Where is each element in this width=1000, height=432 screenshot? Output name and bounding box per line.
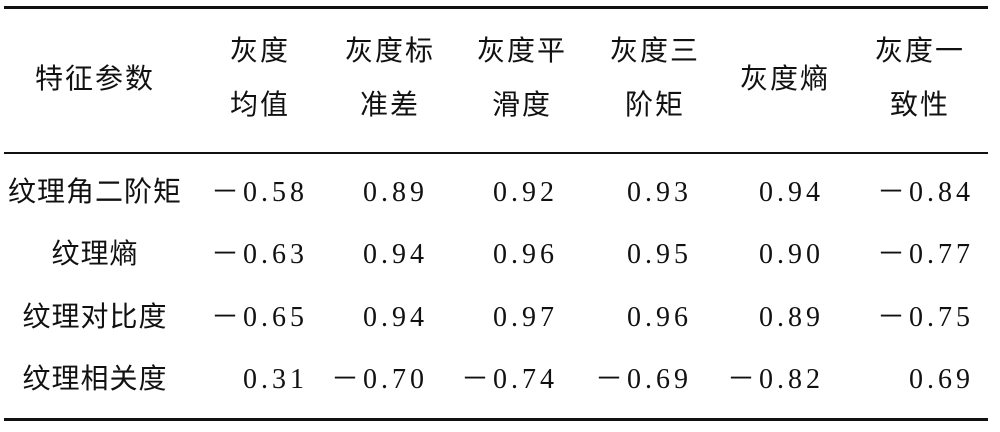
value-cell: 0.94: [363, 302, 428, 333]
header-cell: 灰度三: [609, 36, 700, 67]
header-cell: 灰度熵: [739, 64, 830, 95]
value-cell: 0.92: [493, 177, 558, 208]
header-cell: 特征参数: [34, 64, 155, 95]
row-label: 纹理相关度: [22, 364, 168, 395]
value-cell: 0.95: [627, 239, 692, 270]
value-cell: －0.74: [460, 364, 558, 395]
header-cell: 灰度标: [344, 36, 435, 67]
value-cell: 0.96: [627, 302, 692, 333]
value-cell: 0.69: [909, 364, 974, 395]
value-cell: 0.96: [493, 239, 558, 270]
value-cell: －0.77: [876, 239, 974, 270]
bottom-rule: [4, 418, 988, 421]
value-cell: －0.75: [876, 302, 974, 333]
value-cell: －0.65: [210, 302, 308, 333]
value-cell: －0.70: [330, 364, 428, 395]
row-label: 纹理对比度: [22, 302, 168, 333]
value-cell: －0.84: [876, 177, 974, 208]
value-cell: 0.31: [243, 364, 308, 395]
value-cell: 0.93: [627, 177, 692, 208]
value-cell: 0.94: [363, 239, 428, 270]
top-rule: [4, 6, 988, 9]
value-cell: －0.58: [210, 177, 308, 208]
value-cell: －0.69: [594, 364, 692, 395]
header-cell: 灰度平: [476, 36, 567, 67]
value-cell: －0.63: [210, 239, 308, 270]
header-cell: 灰度一: [874, 36, 965, 67]
header-cell: 致性: [889, 90, 950, 121]
header-cell: 灰度: [229, 36, 290, 67]
row-label: 纹理熵: [51, 239, 139, 270]
header-cell: 阶矩: [624, 90, 685, 121]
value-cell: 0.89: [363, 177, 428, 208]
value-cell: 0.89: [759, 302, 824, 333]
header-rule: [4, 152, 988, 154]
value-cell: －0.82: [726, 364, 824, 395]
value-cell: 0.94: [759, 177, 824, 208]
header-cell: 准差: [359, 90, 420, 121]
header-cell: 滑度: [491, 90, 552, 121]
header-cell: 均值: [229, 90, 290, 121]
value-cell: 0.97: [493, 302, 558, 333]
row-label: 纹理角二阶矩: [7, 177, 182, 208]
value-cell: 0.90: [759, 239, 824, 270]
